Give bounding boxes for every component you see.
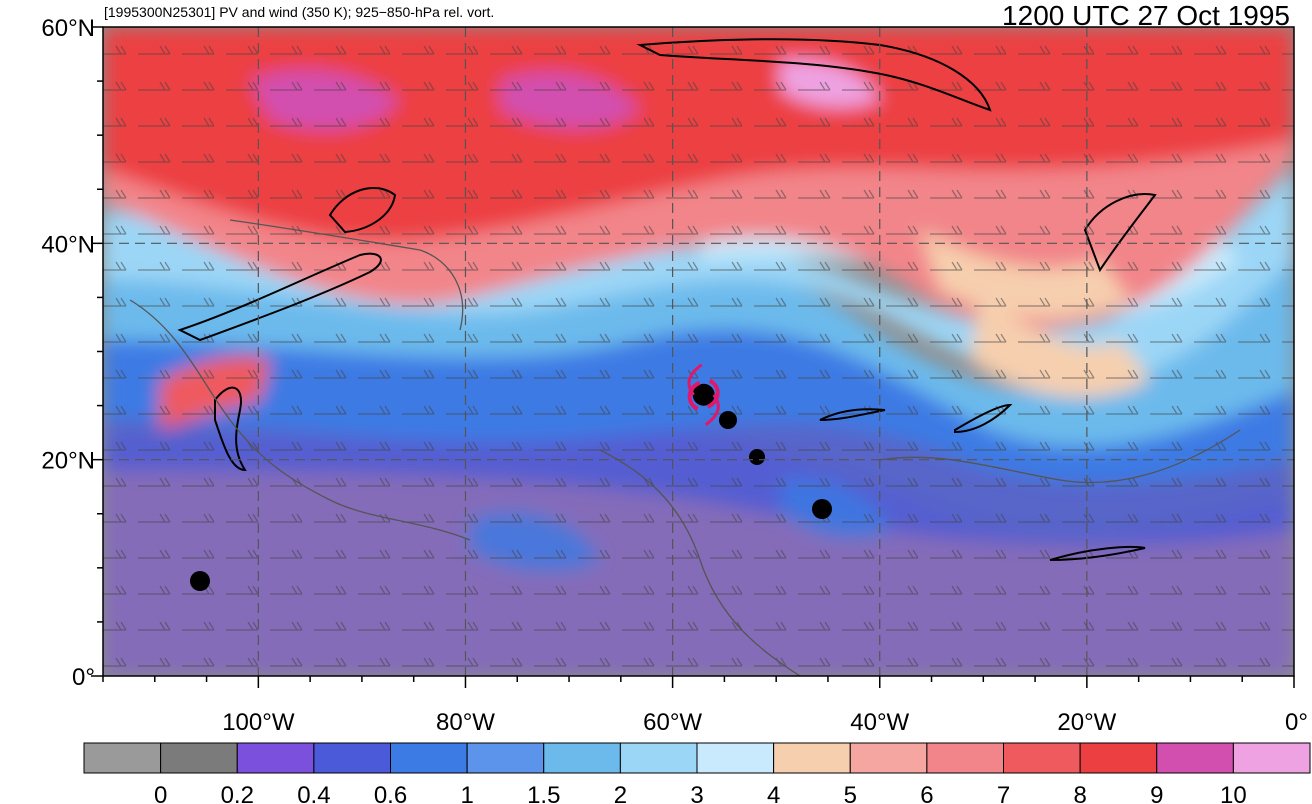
colorbar-swatch	[160, 742, 238, 774]
hurricane-symbol-arc	[687, 380, 701, 411]
lon-label: 20°W	[1057, 709, 1116, 736]
hurricane-symbol-tail	[704, 393, 720, 426]
lat-label: 20°N	[41, 448, 95, 475]
lon-label: 100°W	[222, 709, 295, 736]
lon-label: 40°W	[850, 709, 909, 736]
colorbar-swatch	[466, 742, 545, 774]
colorbar-label: 1.5	[527, 782, 560, 804]
colorbar-swatch	[849, 742, 928, 774]
colorbar-swatch	[1003, 742, 1081, 774]
colorbar-label: 0.4	[297, 782, 330, 804]
colorbar-swatch	[619, 742, 698, 774]
colorbar-label: 0	[154, 782, 167, 804]
colorbar-label: 9	[1150, 782, 1163, 804]
lon-label: 0°	[1285, 709, 1308, 736]
colorbar: 0 0.2 0.4 0.6 1 1.5 2 3 4 5 6 7 8 9 10	[83, 742, 1311, 804]
lon-label: 60°W	[643, 709, 702, 736]
colorbar-label: 1	[460, 782, 473, 804]
colorbar-label: 2	[614, 782, 627, 804]
vorticity-contours	[177, 38, 1157, 561]
vorticity-maxima	[190, 411, 832, 591]
lat-label: 40°N	[41, 231, 95, 258]
colorbar-label: 7	[997, 782, 1010, 804]
colorbar-swatch	[83, 742, 162, 774]
colorbar-swatch	[696, 742, 775, 774]
colorbar-swatch	[390, 742, 468, 774]
colorbar-label: 3	[690, 782, 703, 804]
colorbar-swatch	[313, 742, 391, 774]
grid-lines	[103, 27, 1294, 676]
colorbar-label: 8	[1073, 782, 1086, 804]
figure-title: [1995300N25301] PV and wind (350 K); 925…	[104, 4, 495, 20]
lon-label: 80°W	[436, 709, 495, 736]
colorbar-label: 10	[1220, 782, 1247, 804]
hurricane-symbol-arc	[706, 378, 720, 409]
storm-marker	[687, 363, 720, 426]
colorbar-swatch	[1232, 742, 1311, 774]
colorbar-label: 5	[844, 782, 857, 804]
colorbar-swatch	[926, 742, 1004, 774]
colorbar-swatch	[236, 742, 315, 774]
colorbar-swatch	[773, 742, 851, 774]
colorbar-label: 6	[920, 782, 933, 804]
colorbar-swatch	[1156, 742, 1234, 774]
axis-labels: 0° 20°N 40°N 60°N 100°W 80°W 60°W 40°W 20°W 0°	[41, 15, 1308, 736]
colorbar-label: 4	[767, 782, 780, 804]
lat-label: 0°	[72, 664, 95, 691]
hurricane-symbol-tail	[687, 363, 703, 396]
colorbar-swatch	[1079, 742, 1158, 774]
coastlines	[129, 219, 1241, 676]
storm-center	[692, 383, 715, 406]
colorbar-label: 0.2	[221, 782, 254, 804]
lat-label: 60°N	[41, 15, 95, 42]
colorbar-swatch	[543, 742, 621, 774]
pv-field	[103, 27, 1294, 676]
colorbar-label: 0.6	[374, 782, 407, 804]
valid-time: 1200 UTC 27 Oct 1995	[1002, 0, 1290, 31]
axis-ticks	[91, 26, 1295, 688]
